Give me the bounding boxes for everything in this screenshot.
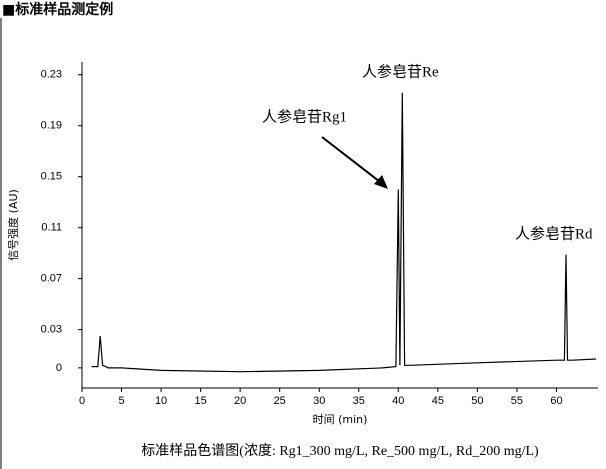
arrow <box>321 136 385 186</box>
x-tick-label: 15 <box>194 395 206 407</box>
x-tick-label: 30 <box>313 395 325 407</box>
y-tick-label: 0.11 <box>41 222 62 234</box>
x-tick-label: 45 <box>432 395 444 407</box>
annotation: 人参皂苷Re <box>362 63 439 80</box>
x-tick-label: 20 <box>234 395 246 407</box>
x-tick-label: 10 <box>155 395 167 407</box>
annotation: 人参皂苷Rd <box>515 225 593 242</box>
x-axis-label: 时间 (min) <box>313 413 368 426</box>
x-tick-label: 40 <box>392 395 404 407</box>
caption: 标准样品色谱图(浓度: Rg1_300 mg/L, Re_500 mg/L, R… <box>141 442 539 459</box>
x-tick-label: 55 <box>511 395 523 407</box>
x-tick-label: 5 <box>118 395 124 407</box>
signal-trace <box>91 92 597 373</box>
arrow-head <box>374 175 388 189</box>
y-tick-label: 0.07 <box>41 273 62 285</box>
y-tick-label: 0.23 <box>41 69 62 81</box>
x-tick-label: 35 <box>353 395 365 407</box>
x-tick-label: 25 <box>274 395 286 407</box>
x-tick-label: 0 <box>79 395 85 407</box>
y-tick-label: 0.03 <box>41 324 62 336</box>
annotation: 人参皂苷Rg1 <box>262 108 347 125</box>
chart-title: ■标准样品测定例 <box>2 1 113 18</box>
x-tick-label: 60 <box>550 395 562 407</box>
y-axis-label: 信号强度 (AU) <box>6 189 20 261</box>
y-tick-label: 0.19 <box>41 120 62 132</box>
x-tick-label: 50 <box>471 395 483 407</box>
y-tick-label: 0 <box>56 362 62 374</box>
y-tick-label: 0.15 <box>41 171 62 183</box>
